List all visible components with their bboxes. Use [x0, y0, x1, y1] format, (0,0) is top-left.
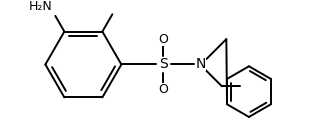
- Text: O: O: [158, 33, 168, 46]
- Text: N: N: [196, 57, 206, 71]
- Text: S: S: [159, 57, 167, 71]
- Text: H₂N: H₂N: [29, 0, 52, 13]
- Text: O: O: [158, 83, 168, 96]
